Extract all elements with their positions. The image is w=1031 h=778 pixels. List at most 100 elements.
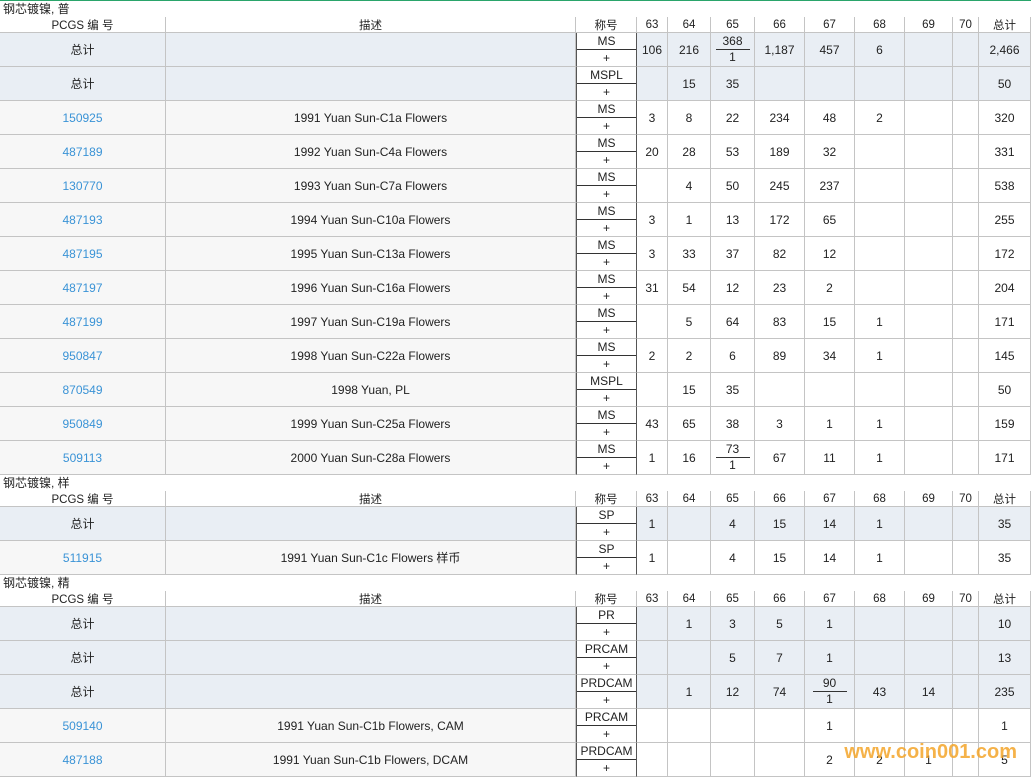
plus: +: [602, 525, 610, 539]
header-cell: 63: [637, 17, 668, 33]
designation-cell: MS +: [576, 407, 637, 441]
designation-cell: MS +: [576, 237, 637, 271]
grade-cell: [905, 541, 953, 575]
pcgs-cell: 511915: [0, 541, 166, 575]
total-cell: 50: [979, 67, 1031, 101]
total-cell: 255: [979, 203, 1031, 237]
header-cell: 70: [953, 591, 979, 607]
header-cell: 68: [855, 591, 905, 607]
grade-cell: 3: [711, 607, 755, 641]
grade-cell: [905, 237, 953, 271]
grade-cell: 35: [711, 373, 755, 407]
grade-cell: 65: [668, 407, 711, 441]
designation-cell: PRDCAM +: [576, 675, 637, 709]
designation: PRCAM: [577, 641, 636, 658]
grade-cell: 2: [805, 743, 855, 777]
grade-cell: [905, 169, 953, 203]
grade-cell: [953, 67, 979, 101]
pcgs-cell: 487197: [0, 271, 166, 305]
grade-cell: 5: [755, 607, 805, 641]
plus: +: [602, 727, 610, 741]
grade-cell: 1: [905, 743, 953, 777]
description-cell: 1995 Yuan Sun-C13a Flowers: [166, 237, 576, 271]
pcgs-cell: 总计: [0, 641, 166, 675]
grade-cell: [953, 441, 979, 475]
grade-cell: 12: [711, 675, 755, 709]
designation-cell: PRDCAM +: [576, 743, 637, 777]
grade-cell: 8: [668, 101, 711, 135]
designation: PR: [577, 607, 636, 624]
grade-cell: 2: [668, 339, 711, 373]
split-top: 368: [715, 34, 750, 50]
plus: +: [602, 85, 610, 99]
grade-cell: 189: [755, 135, 805, 169]
designation-cell: PRCAM +: [576, 641, 637, 675]
grade-cell: 31: [637, 271, 668, 305]
grade-cell: [855, 709, 905, 743]
description-cell: 1998 Yuan Sun-C22a Flowers: [166, 339, 576, 373]
grade-cell: [905, 507, 953, 541]
grade-cell: [905, 203, 953, 237]
grade-cell: 5: [668, 305, 711, 339]
grade-cell: 3: [637, 101, 668, 135]
grade-cell: 35: [711, 67, 755, 101]
header-cell: 67: [805, 591, 855, 607]
grade-cell: [905, 709, 953, 743]
description-cell: 2000 Yuan Sun-C28a Flowers: [166, 441, 576, 475]
pcgs-cell: 487188: [0, 743, 166, 777]
designation-cell: SP +: [576, 541, 637, 575]
header-cell: 68: [855, 17, 905, 33]
grade-cell: 1: [805, 709, 855, 743]
designation-cell: MS +: [576, 339, 637, 373]
header-cell: 总计: [979, 17, 1031, 33]
grade-cell: [953, 507, 979, 541]
grade-cell: [953, 407, 979, 441]
grade-cell: [637, 743, 668, 777]
description-cell: [166, 67, 576, 101]
grade-cell: [755, 373, 805, 407]
plus: +: [602, 559, 610, 573]
section-title: 钢芯镀镍, 精: [3, 576, 70, 590]
grade-cell: [637, 67, 668, 101]
grade-cell: [668, 743, 711, 777]
grade-cell: 1: [637, 441, 668, 475]
grade-cell: 1: [855, 305, 905, 339]
plus: +: [602, 255, 610, 269]
grade-cell: 3: [755, 407, 805, 441]
grade-cell: [953, 305, 979, 339]
description-cell: 1998 Yuan, PL: [166, 373, 576, 407]
description-cell: 1992 Yuan Sun-C4a Flowers: [166, 135, 576, 169]
grade-cell: [855, 67, 905, 101]
plus: +: [602, 323, 610, 337]
grade-cell: 23: [755, 271, 805, 305]
header-cell: 65: [711, 591, 755, 607]
grade-cell: 1: [855, 441, 905, 475]
total-cell: 172: [979, 237, 1031, 271]
split-top: 90: [812, 676, 847, 692]
header-cell: PCGS 编 号: [0, 591, 166, 607]
grade-cell: [637, 607, 668, 641]
grade-cell: 1: [805, 407, 855, 441]
split-value: 90 1: [812, 676, 847, 707]
pcgs-cell: 总计: [0, 33, 166, 67]
grade-cell: 14: [805, 507, 855, 541]
header-cell: 称号: [576, 591, 637, 607]
designation: MS: [577, 271, 636, 288]
header-cell: 描述: [166, 591, 576, 607]
grade-cell: 22: [711, 101, 755, 135]
grade-cell: [637, 305, 668, 339]
grade-cell: 16: [668, 441, 711, 475]
description-cell: 1996 Yuan Sun-C16a Flowers: [166, 271, 576, 305]
designation: MS: [577, 441, 636, 458]
header-cell: 70: [953, 491, 979, 507]
grade-cell: 6: [855, 33, 905, 67]
designation-cell: MS +: [576, 135, 637, 169]
header-cell: 69: [905, 17, 953, 33]
pcgs-cell: 150925: [0, 101, 166, 135]
header-cell: 64: [668, 17, 711, 33]
grade-cell: 90 1: [805, 675, 855, 709]
grade-cell: 1: [668, 203, 711, 237]
header-cell: 65: [711, 17, 755, 33]
grade-cell: 48: [805, 101, 855, 135]
